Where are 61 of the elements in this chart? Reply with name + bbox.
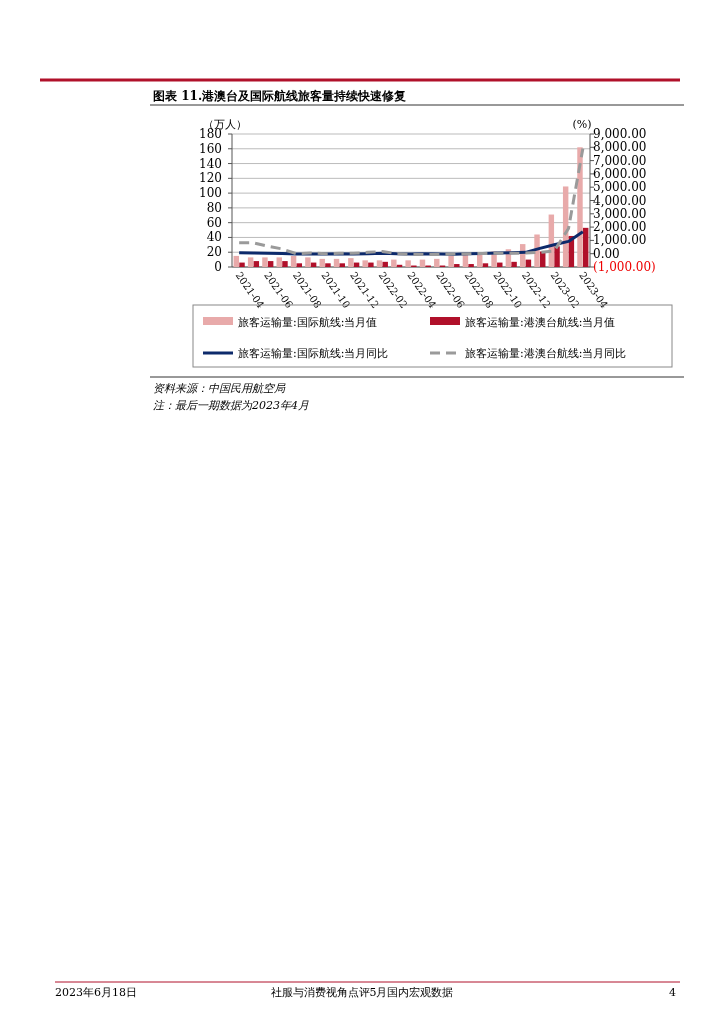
y2-tick-label: 6,000.00	[593, 166, 647, 181]
y2-tick-label: 1,000.00	[593, 233, 647, 248]
y2-tick-label: 9,000.00	[593, 127, 647, 141]
bar	[305, 257, 311, 267]
bar	[339, 263, 345, 267]
bar	[290, 255, 297, 267]
y-tick-label: 100	[199, 186, 222, 201]
bar	[448, 255, 454, 267]
y2-tick-label: 5,000.00	[593, 180, 647, 195]
bar	[348, 258, 354, 267]
bar	[253, 261, 260, 267]
y-tick-label: 120	[199, 171, 222, 186]
bar	[276, 257, 282, 267]
text: 注：最后一期数据为2023年4月	[153, 399, 309, 412]
y-tick-label: 0	[214, 260, 222, 274]
bar	[247, 257, 254, 267]
bar	[362, 260, 368, 267]
bar	[239, 262, 245, 267]
y2-tick-label: 8,000.00	[593, 140, 647, 155]
bar	[267, 261, 274, 267]
legend-label: 旅客运输量:国际航线:当月同比	[238, 347, 389, 360]
bar	[333, 258, 340, 267]
bar	[319, 258, 325, 267]
bar	[454, 264, 460, 267]
y-tick-label: 20	[206, 245, 222, 260]
y-tick-label: 80	[206, 200, 222, 215]
bar	[368, 262, 374, 267]
text: 资料来源：中国民用航空局	[153, 382, 286, 395]
y2-tick-label: 2,000.00	[593, 220, 647, 235]
y-tick-label: 140	[199, 156, 222, 171]
bar	[325, 263, 331, 267]
legend-label: 旅客运输量:国际航线:当月值	[238, 316, 378, 329]
y2-axis-title: (%)	[572, 118, 592, 131]
bar	[233, 255, 240, 267]
bar	[482, 263, 489, 267]
text: 2023年6月18日	[55, 986, 137, 999]
text: 4	[669, 986, 676, 999]
bar	[262, 257, 268, 267]
y-tick-label: 40	[206, 230, 222, 245]
bar	[391, 259, 397, 267]
bar	[468, 264, 474, 267]
bar	[376, 260, 383, 267]
y-tick-label: 60	[206, 215, 222, 230]
legend-label: 旅客运输量:港澳台航线:当月同比	[465, 347, 627, 360]
bar	[382, 261, 388, 267]
bar	[511, 261, 517, 267]
legend-label: 旅客运输量:港澳台航线:当月值	[465, 316, 616, 329]
bar	[434, 258, 440, 267]
y-tick-label: 160	[199, 141, 222, 156]
y2-tick-label: (1,000.00)	[593, 260, 656, 274]
text: 社服与消费视角点评5月国内宏观数据	[270, 986, 454, 999]
chart-title: 图表 11.港澳台及国际航线旅客量持续快速修复	[153, 89, 407, 103]
bar	[282, 261, 288, 267]
bar	[582, 227, 589, 267]
bar	[296, 263, 303, 267]
y2-tick-label: 7,000.00	[593, 153, 647, 168]
y2-tick-label: 3,000.00	[593, 206, 647, 221]
bar	[554, 246, 560, 267]
y2-tick-label: 0.00	[593, 246, 620, 261]
y2-tick-label: 4,000.00	[593, 193, 647, 208]
bar	[405, 260, 411, 267]
